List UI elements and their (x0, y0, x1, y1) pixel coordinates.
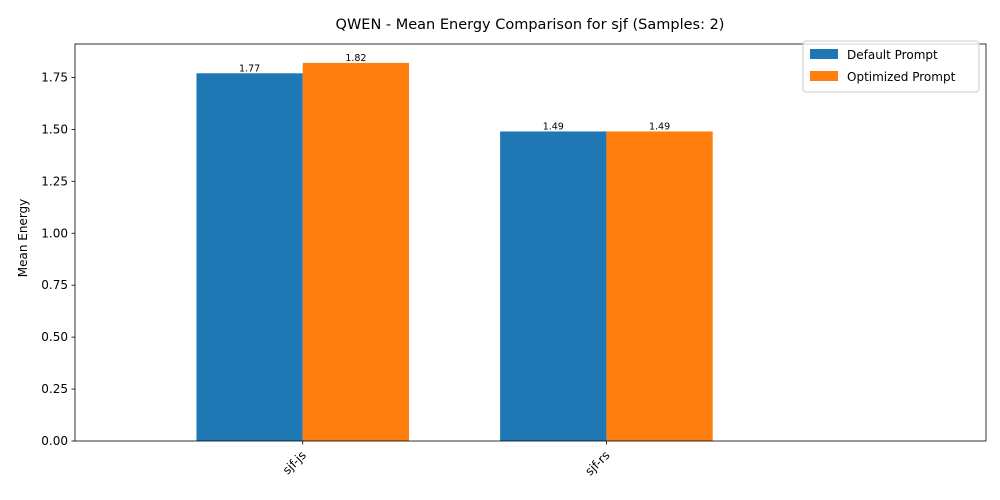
x-tick-label: sjf-rs (582, 448, 612, 478)
y-axis-title: Mean Energy (16, 199, 30, 278)
y-tick-label: 0.00 (41, 434, 68, 448)
legend-label-default-prompt: Default Prompt (847, 48, 938, 62)
y-tick-label: 1.75 (41, 70, 68, 84)
data-label-sjf-rs-optimized-prompt: 1.49 (649, 121, 670, 132)
data-label-sjf-js-default-prompt: 1.77 (239, 63, 260, 74)
data-label-sjf-js-optimized-prompt: 1.82 (345, 53, 366, 64)
bar-sjf-rs-optimized-prompt (606, 131, 713, 441)
y-tick-label: 1.50 (41, 122, 68, 136)
y-tick-label: 0.50 (41, 330, 68, 344)
bar-sjf-js-optimized-prompt (302, 62, 410, 442)
y-tick-label: 1.25 (41, 174, 68, 188)
y-tick-label: 0.25 (41, 382, 68, 396)
y-tick-label: 1.00 (41, 226, 68, 240)
legend-swatch-default-prompt (810, 49, 838, 59)
plot-frame (74, 43, 987, 442)
legend-box (802, 40, 980, 93)
chart-title: QWEN - Mean Energy Comparison for sjf (S… (336, 17, 725, 33)
data-label-sjf-rs-default-prompt: 1.49 (543, 121, 564, 132)
legend-swatch-optimized-prompt (810, 71, 838, 81)
bar-sjf-js-default-prompt (196, 73, 303, 441)
bar-sjf-rs-default-prompt (500, 131, 607, 441)
plot-area: 1.77 1.82 1.49 1.49 0.00 0.25 0.50 0.75 1.00 1.25… (41, 43, 987, 478)
legend-label-optimized-prompt: Optimized Prompt (847, 70, 956, 84)
legend: Default Prompt Optimized Prompt (802, 40, 980, 93)
x-tick-label: sjf-js (280, 448, 309, 477)
y-tick-label: 0.75 (41, 278, 68, 292)
